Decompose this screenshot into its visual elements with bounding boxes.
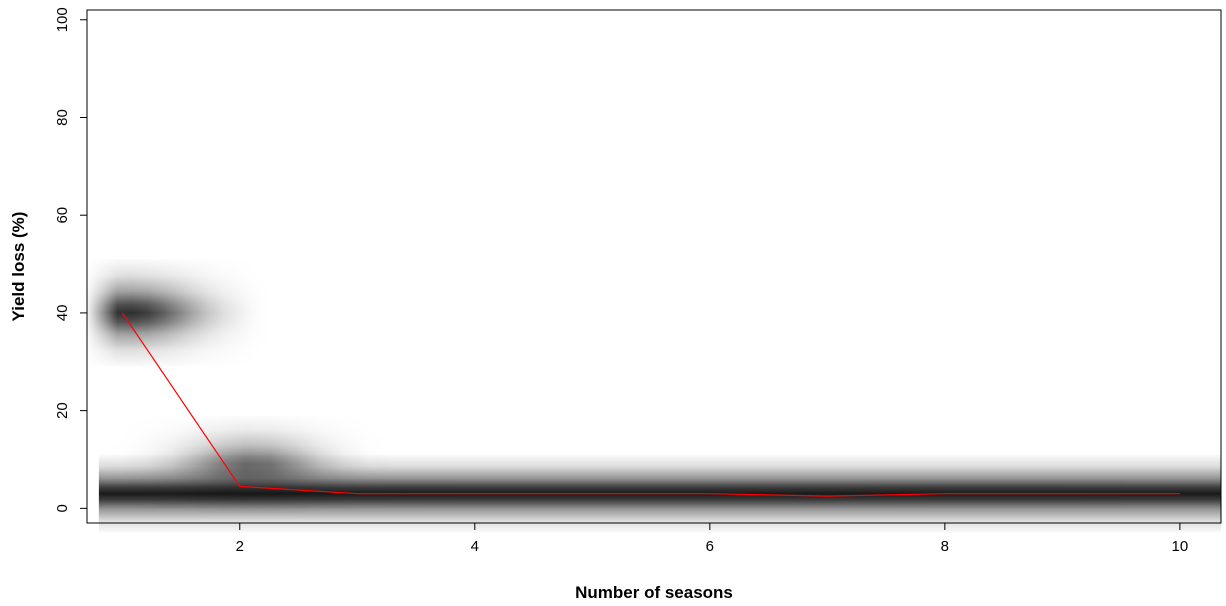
y-tick-label: 0 xyxy=(54,504,71,512)
x-tick-label: 4 xyxy=(471,538,479,555)
y-tick-label: 20 xyxy=(54,402,71,419)
x-tick-label: 8 xyxy=(941,538,949,555)
y-tick-label: 40 xyxy=(54,305,71,322)
x-tick-label: 2 xyxy=(236,538,244,555)
x-tick-label: 6 xyxy=(706,538,714,555)
density-blob xyxy=(87,259,270,367)
y-tick-label: 80 xyxy=(54,109,71,126)
x-tick-label: 10 xyxy=(1172,538,1189,555)
x-axis: 2 4 6 8 10 xyxy=(236,523,1189,555)
y-tick-label: 100 xyxy=(54,7,71,32)
y-tick-label: 60 xyxy=(54,207,71,224)
plot-frame xyxy=(86,9,1222,524)
x-axis-title: Number of seasons xyxy=(575,583,733,602)
density-layer xyxy=(87,259,1221,533)
median-yield-loss-line xyxy=(121,312,1180,497)
y-axis: 0 20 40 60 80 100 xyxy=(54,7,87,513)
series-line-layer xyxy=(121,312,1180,497)
y-axis-title: Yield loss (%) xyxy=(9,212,28,322)
